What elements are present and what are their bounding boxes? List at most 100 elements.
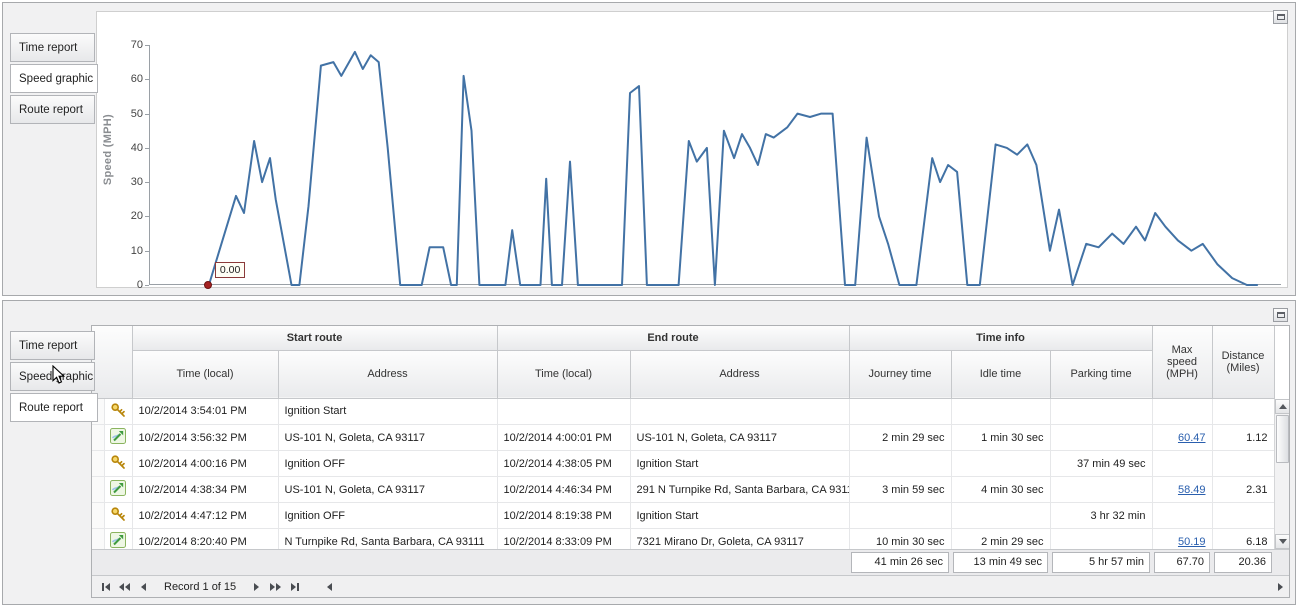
summary-max-speed: 67.70 — [1154, 551, 1211, 573]
maximize-icon — [1276, 14, 1285, 20]
y-tick-label: 50 — [130, 107, 143, 120]
grid-body: 10/2/2014 3:54:01 PM Ignition Start 10/2/2… — [92, 398, 1289, 549]
column-header-parking-time[interactable]: Parking time — [1050, 350, 1153, 399]
table-row[interactable]: 10/2/2014 4:38:34 PM US-101 N, Goleta, CA… — [92, 476, 1275, 503]
y-tick-mark — [145, 79, 149, 81]
maximize-button-bottom[interactable] — [1273, 308, 1288, 322]
route-report-panel: Time report Speed graphic Route report Sta… — [2, 300, 1296, 605]
next-record-button[interactable] — [248, 578, 265, 596]
y-tick-mark — [145, 250, 149, 252]
top-tab-speed-graphic[interactable]: Speed graphic — [10, 64, 98, 93]
scroll-up-button[interactable] — [1275, 399, 1289, 414]
y-tick-label: 0 — [136, 279, 143, 291]
row-icon-cell — [104, 476, 133, 503]
group-header-end-route[interactable]: End route — [497, 326, 850, 351]
y-tick-label: 40 — [130, 141, 143, 154]
table-row[interactable]: 10/2/2014 3:56:32 PM US-101 N, Goleta, CA… — [92, 424, 1275, 451]
column-header-end-time[interactable]: Time (local) — [497, 350, 631, 399]
bottom-tab-strip: Time report Speed graphic Route report — [10, 331, 98, 424]
cell-end-address: Ignition Start — [630, 450, 850, 477]
y-tick-mark — [145, 285, 149, 286]
hscroll-left-button[interactable] — [321, 578, 338, 596]
column-header-distance[interactable]: Distance (Miles) — [1212, 326, 1275, 399]
cell-start-time: 10/2/2014 4:00:16 PM — [132, 450, 279, 477]
top-tab-time-report[interactable]: Time report — [10, 33, 95, 62]
max-speed-link[interactable]: 60.47 — [1177, 431, 1206, 444]
cell-parking-time: 3 hr 32 min — [1050, 502, 1153, 529]
first-record-button[interactable] — [97, 578, 114, 596]
row-icon-cell — [104, 528, 133, 549]
cell-journey-time — [849, 398, 952, 425]
cell-end-address — [630, 398, 850, 425]
chart-start-point-marker — [203, 281, 212, 289]
cell-end-address: 291 N Turnpike Rd, Santa Barbara, CA 931… — [630, 476, 850, 503]
cell-start-time: 10/2/2014 3:56:32 PM — [132, 424, 279, 451]
scrollbar-thumb[interactable] — [1276, 415, 1289, 463]
max-speed-link[interactable]: 58.49 — [1177, 483, 1206, 496]
cell-start-address: Ignition OFF — [278, 450, 498, 477]
row-indicator-cell — [92, 476, 105, 503]
speed-chart: Speed (MPH) 0.00 0 10 20 30 40 50 60 70 — [96, 11, 1288, 291]
cell-start-address: US-101 N, Goleta, CA 93117 — [278, 476, 498, 503]
cell-idle-time: 2 min 29 sec — [951, 528, 1051, 549]
column-header-idle-time[interactable]: Idle time — [951, 350, 1051, 399]
cell-end-address: Ignition Start — [630, 502, 850, 529]
prev-page-button[interactable] — [116, 578, 133, 596]
cell-distance: 1.12 — [1212, 424, 1275, 451]
row-indicator-cell — [92, 450, 105, 477]
column-header-end-address[interactable]: Address — [630, 350, 850, 399]
record-count-label: Record 1 of 15 — [164, 581, 237, 593]
cell-parking-time — [1050, 424, 1153, 451]
top-tab-strip: Time report Speed graphic Route report — [10, 33, 98, 126]
table-row[interactable]: 10/2/2014 3:54:01 PM Ignition Start — [92, 398, 1275, 425]
row-icon-cell — [104, 502, 133, 529]
cell-end-time: 10/2/2014 4:46:34 PM — [497, 476, 631, 503]
next-page-button[interactable] — [267, 578, 284, 596]
cell-start-time: 10/2/2014 3:54:01 PM — [132, 398, 279, 425]
group-header-time-info[interactable]: Time info — [849, 326, 1153, 351]
maximize-button-top[interactable] — [1273, 10, 1288, 24]
record-navigator: Record 1 of 15 — [92, 574, 1289, 597]
row-icon-cell — [104, 450, 133, 477]
cell-journey-time — [849, 450, 952, 477]
cell-parking-time — [1050, 476, 1153, 503]
prev-record-button[interactable] — [135, 578, 152, 596]
max-speed-link[interactable]: 50.19 — [1177, 535, 1206, 548]
row-icon-cell — [104, 398, 133, 425]
column-header-start-address[interactable]: Address — [278, 350, 498, 399]
y-tick-mark — [145, 45, 149, 46]
table-row[interactable]: 10/2/2014 4:00:16 PM Ignition OFF 10/2/201… — [92, 450, 1275, 477]
cell-idle-time: 1 min 30 sec — [951, 424, 1051, 451]
cell-idle-time — [951, 450, 1051, 477]
table-row[interactable]: 10/2/2014 8:20:40 PM N Turnpike Rd, Santa… — [92, 528, 1275, 549]
y-tick-mark — [145, 147, 149, 149]
column-header-start-time[interactable]: Time (local) — [132, 350, 279, 399]
scroll-down-button[interactable] — [1275, 534, 1289, 549]
bottom-tab-route-report[interactable]: Route report — [10, 393, 98, 422]
cell-idle-time — [951, 502, 1051, 529]
cell-journey-time: 3 min 59 sec — [849, 476, 952, 503]
cell-end-address: 7321 Mirano Dr, Goleta, CA 93117 — [630, 528, 850, 549]
column-header-max-speed[interactable]: Max speed (MPH) — [1152, 326, 1213, 399]
table-row[interactable]: 10/2/2014 4:47:12 PM Ignition OFF 10/2/201… — [92, 502, 1275, 529]
bottom-tab-time-report[interactable]: Time report — [10, 331, 95, 360]
cell-end-address: US-101 N, Goleta, CA 93117 — [630, 424, 850, 451]
summary-empty-cell — [92, 550, 849, 575]
cell-start-address: Ignition Start — [278, 398, 498, 425]
column-header-journey-time[interactable]: Journey time — [849, 350, 952, 399]
hscroll-right-button[interactable] — [1272, 578, 1289, 596]
cell-journey-time: 10 min 30 sec — [849, 528, 952, 549]
cell-end-time: 10/2/2014 8:19:38 PM — [497, 502, 631, 529]
summary-distance: 20.36 — [1214, 551, 1273, 573]
summary-idle-time: 13 min 49 sec — [953, 551, 1049, 573]
cell-max-speed — [1152, 450, 1213, 477]
grid-header: Start route End route Time info Max spee… — [92, 326, 1289, 399]
cell-distance: 6.18 — [1212, 528, 1275, 549]
cell-max-speed — [1152, 502, 1213, 529]
last-record-button[interactable] — [286, 578, 303, 596]
vertical-scrollbar[interactable] — [1274, 399, 1289, 549]
top-tab-route-report[interactable]: Route report — [10, 95, 95, 124]
bottom-tab-speed-graphic[interactable]: Speed graphic — [10, 362, 95, 391]
group-header-start-route[interactable]: Start route — [132, 326, 498, 351]
cell-idle-time — [951, 398, 1051, 425]
